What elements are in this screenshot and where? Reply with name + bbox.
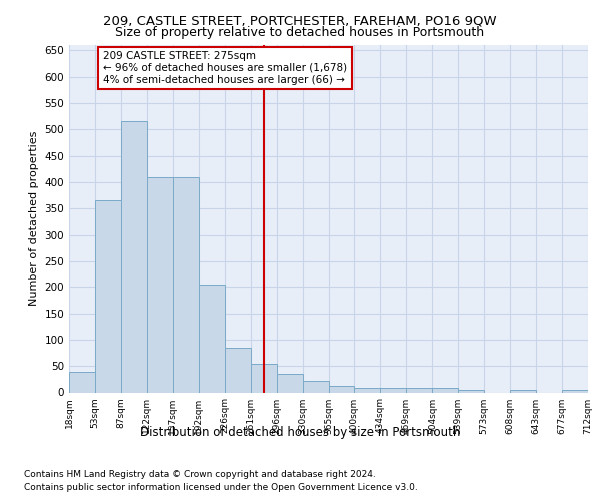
- Text: Contains public sector information licensed under the Open Government Licence v3: Contains public sector information licen…: [24, 482, 418, 492]
- Text: Size of property relative to detached houses in Portsmouth: Size of property relative to detached ho…: [115, 26, 485, 39]
- Bar: [277, 374, 302, 392]
- Bar: [380, 388, 406, 392]
- Bar: [458, 390, 484, 392]
- Bar: [406, 388, 432, 392]
- Bar: [329, 386, 355, 392]
- Bar: [173, 176, 199, 392]
- Bar: [225, 348, 251, 393]
- Bar: [95, 200, 121, 392]
- Bar: [199, 284, 224, 393]
- Bar: [69, 372, 95, 392]
- Bar: [433, 388, 458, 392]
- Text: Distribution of detached houses by size in Portsmouth: Distribution of detached houses by size …: [140, 426, 460, 439]
- Bar: [510, 390, 536, 392]
- Bar: [355, 388, 380, 392]
- Text: 209, CASTLE STREET, PORTCHESTER, FAREHAM, PO16 9QW: 209, CASTLE STREET, PORTCHESTER, FAREHAM…: [103, 15, 497, 28]
- Text: 209 CASTLE STREET: 275sqm
← 96% of detached houses are smaller (1,678)
4% of sem: 209 CASTLE STREET: 275sqm ← 96% of detac…: [103, 52, 347, 84]
- Bar: [147, 176, 173, 392]
- Text: Contains HM Land Registry data © Crown copyright and database right 2024.: Contains HM Land Registry data © Crown c…: [24, 470, 376, 479]
- Bar: [302, 381, 329, 392]
- Y-axis label: Number of detached properties: Number of detached properties: [29, 131, 39, 306]
- Bar: [251, 364, 277, 392]
- Bar: [562, 390, 588, 392]
- Bar: [121, 122, 147, 392]
